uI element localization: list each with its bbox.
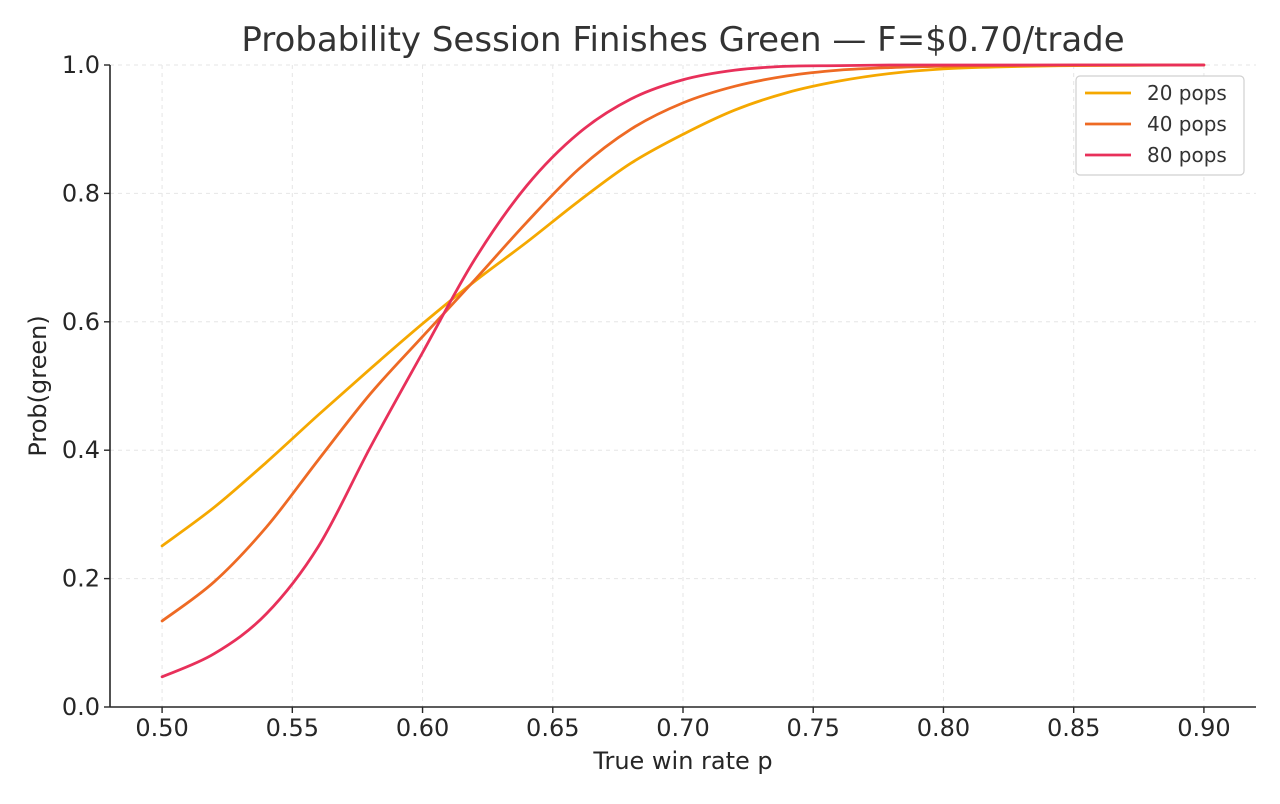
legend-label: 80 pops bbox=[1147, 143, 1227, 167]
y-tick-label: 0.8 bbox=[62, 179, 100, 207]
x-axis-label: True win rate p bbox=[592, 747, 772, 775]
tick-labels: 0.50 0.55 0.60 0.65 0.70 0.75 0.80 0.85 0.90 0.0 0… bbox=[62, 51, 1231, 742]
y-tick-label: 0.6 bbox=[62, 308, 100, 336]
x-tick-label: 0.70 bbox=[656, 714, 709, 742]
legend-label: 20 pops bbox=[1147, 81, 1227, 105]
series-lines bbox=[160, 63, 1206, 679]
series-line-80-pops bbox=[160, 63, 1206, 679]
y-axis-label: Prob(green) bbox=[24, 315, 52, 456]
x-tick-label: 0.65 bbox=[526, 714, 579, 742]
x-tick-label: 0.90 bbox=[1177, 714, 1230, 742]
legend: 20 pops 40 pops 80 pops bbox=[1075, 75, 1245, 176]
x-tick-label: 0.55 bbox=[266, 714, 319, 742]
y-tick-label: 1.0 bbox=[62, 51, 100, 79]
y-tick-label: 0.2 bbox=[62, 565, 100, 593]
legend-label: 40 pops bbox=[1147, 112, 1227, 136]
axes bbox=[104, 64, 1256, 713]
y-tick-label: 0.0 bbox=[62, 693, 100, 721]
x-tick-label: 0.80 bbox=[917, 714, 970, 742]
x-tick-label: 0.75 bbox=[787, 714, 840, 742]
series-line-20-pops bbox=[160, 63, 1206, 548]
x-tick-label: 0.85 bbox=[1047, 714, 1100, 742]
y-tick-label: 0.4 bbox=[62, 436, 100, 464]
x-tick-label: 0.50 bbox=[135, 714, 188, 742]
legend-box bbox=[1075, 75, 1245, 176]
chart-title: Probability Session Finishes Green — F=$… bbox=[241, 20, 1124, 60]
x-tick-label: 0.60 bbox=[396, 714, 449, 742]
